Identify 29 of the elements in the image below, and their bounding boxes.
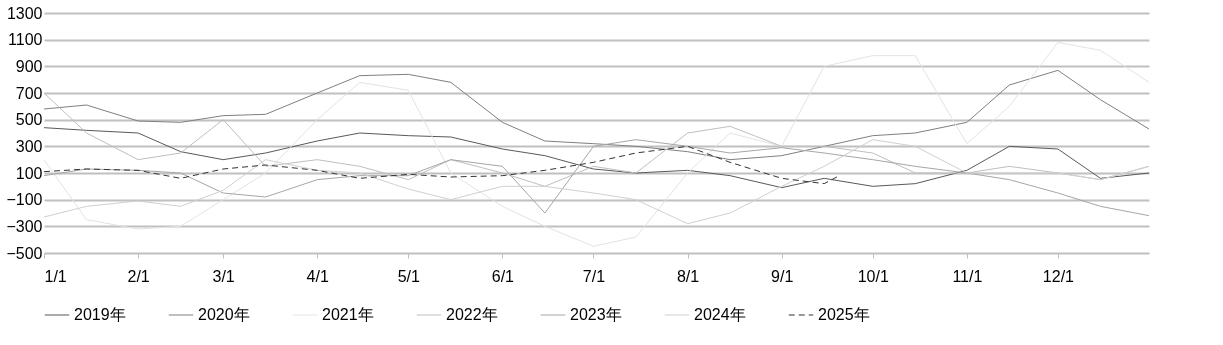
x-tick-label: 7/1	[582, 267, 606, 285]
y-tick-label: 300	[15, 137, 43, 155]
y-tick-label: 100	[15, 164, 43, 182]
legend-label: 2023年	[570, 306, 622, 323]
x-tick-label: 11/1	[952, 267, 983, 285]
x-tick-label: 1/1	[44, 267, 67, 285]
y-tick-label: −300	[6, 217, 43, 235]
x-tick-label: 9/1	[771, 267, 794, 285]
y-tick-label: 1300	[6, 4, 43, 22]
y-tick-label: 500	[15, 111, 43, 129]
y-tick-label: 900	[15, 57, 43, 75]
y-tick-label: −100	[6, 191, 43, 209]
x-tick-label: 12/1	[1042, 267, 1075, 285]
x-tick-label: 2/1	[127, 267, 150, 285]
y-tick-label: 1100	[8, 31, 43, 49]
legend-label: 2020年	[198, 306, 250, 323]
x-tick-label: 10/1	[857, 267, 889, 285]
x-tick-label: 6/1	[491, 267, 515, 285]
legend-label: 2019年	[74, 306, 126, 323]
legend-label: 2021年	[322, 306, 374, 323]
x-tick-label: 5/1	[397, 267, 420, 285]
x-tick-label: 4/1	[306, 267, 329, 285]
legend-label: 2022年	[446, 306, 498, 323]
y-tick-label: 700	[15, 84, 43, 102]
y-tick-label: −500	[6, 244, 43, 262]
legend-label: 2024年	[694, 306, 746, 323]
x-tick-label: 8/1	[676, 267, 700, 285]
legend-label: 2025年	[818, 306, 870, 323]
x-tick-label: 3/1	[212, 267, 235, 285]
